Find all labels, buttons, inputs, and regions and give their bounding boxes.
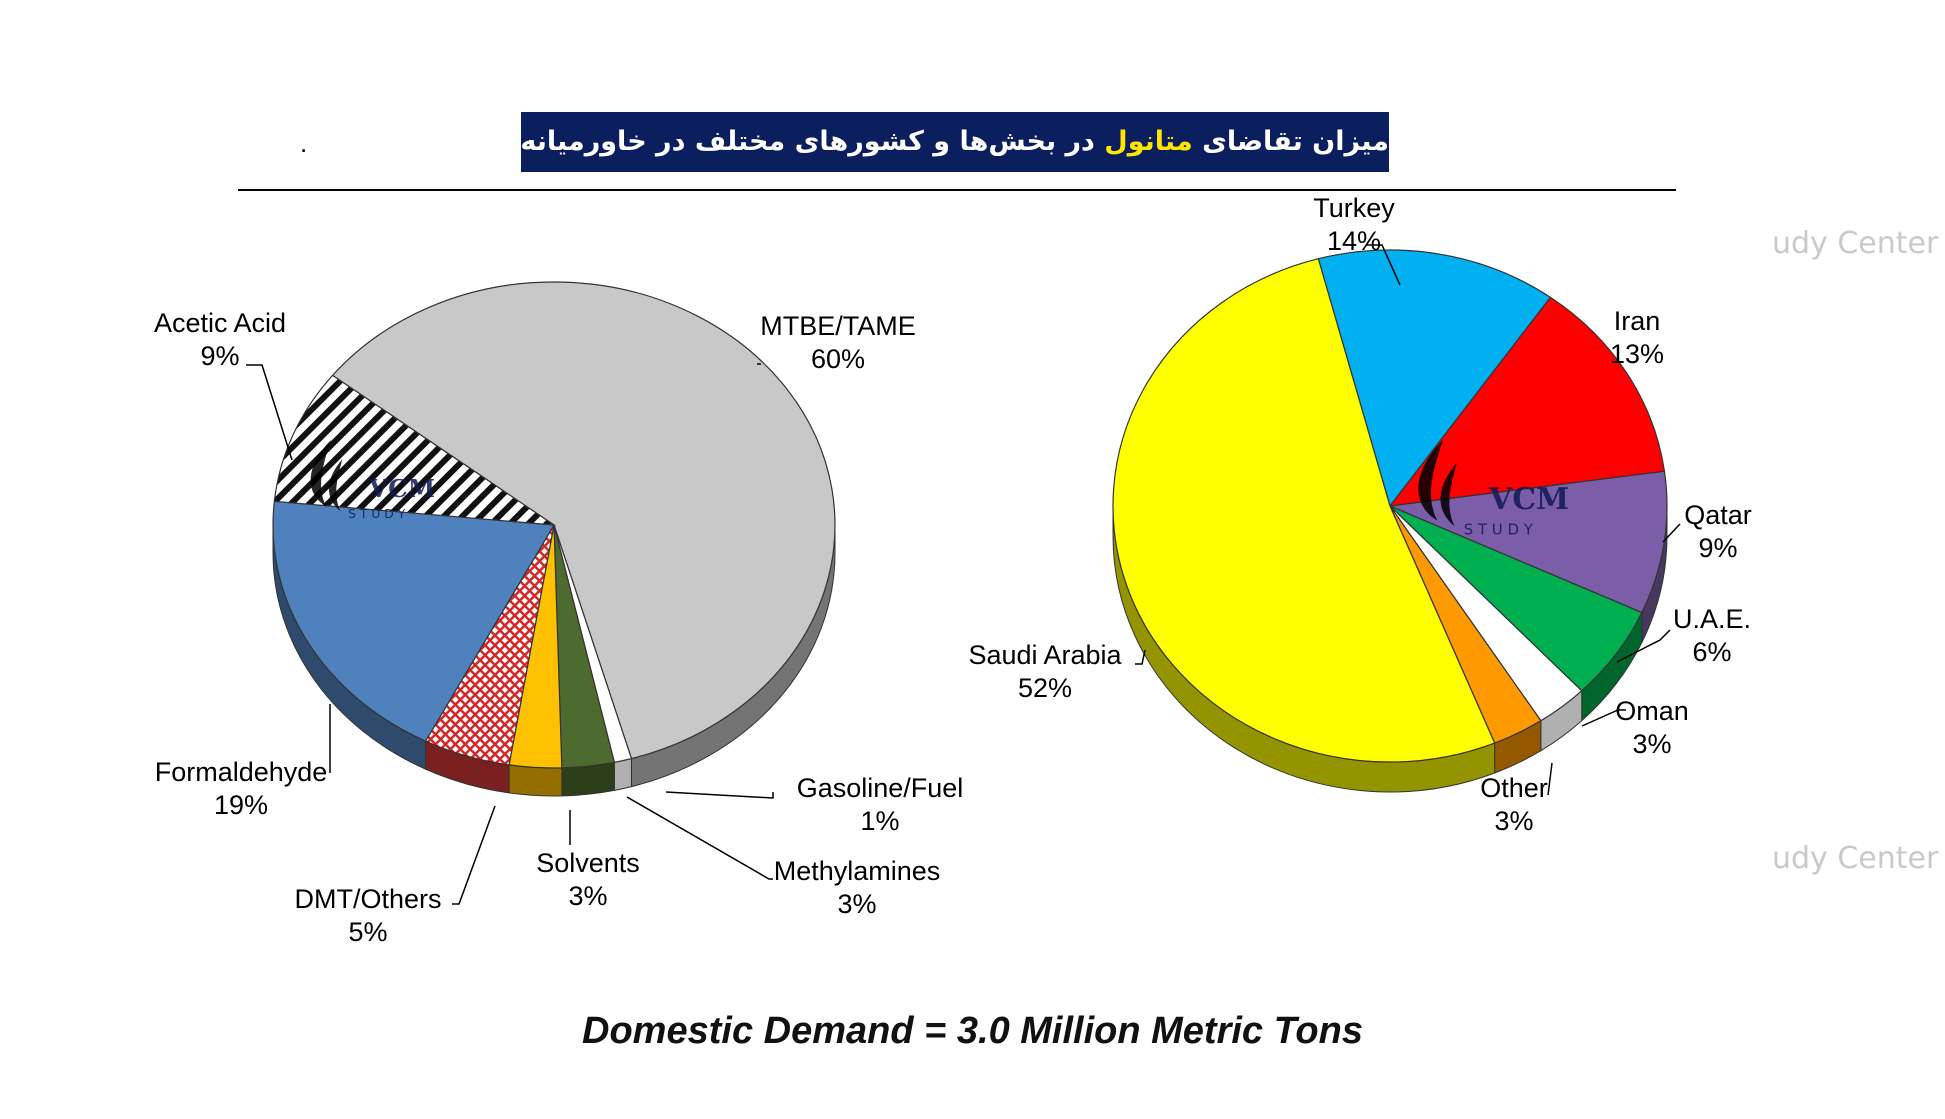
slice-value-oman: 3% [1632, 729, 1671, 759]
pie-slice-acetic-acid [273, 374, 557, 526]
slice-value-acetic-acid: 9% [200, 341, 239, 371]
leader-line-qatar [1662, 523, 1681, 543]
footer-total-demand: Domestic Demand = 3.0 Million Metric Ton… [582, 1010, 1363, 1052]
pie-slice-iran [1388, 296, 1666, 507]
flame-icon [1418, 440, 1443, 521]
pie-slice-qatar [1387, 470, 1668, 614]
country-demand-pie: Turkey14%Iran13%Qatar9%U.A.E.6%Oman3%Oth… [968, 193, 1751, 836]
slice-label-gasoline-fuel: Gasoline/Fuel [797, 773, 964, 803]
slice-label-other: Other [1480, 773, 1548, 803]
slice-label-u-a-e-: U.A.E. [1673, 604, 1751, 634]
slice-value-gasoline-fuel: 1% [860, 806, 899, 836]
leader-line-gasoline-fuel [665, 791, 774, 799]
slice-label-dmt-others: DMT/Others [294, 884, 441, 914]
vcm-logo-left: VCM S T U D Y [310, 440, 435, 521]
flame-icon-inner [1440, 463, 1457, 527]
pie-slice-turkey [1317, 249, 1552, 508]
slice-label-acetic-acid: Acetic Acid [154, 308, 286, 338]
slice-value-mtbe-tame: 60% [811, 344, 865, 374]
slice-label-methylamines: Methylamines [774, 856, 941, 886]
flame-icon [310, 440, 331, 507]
slice-value-dmt-others: 5% [348, 917, 387, 947]
title-divider [238, 189, 1676, 191]
slice-label-solvents: Solvents [536, 848, 640, 878]
leader-line-turkey [1366, 244, 1401, 286]
leader-line-methylamines [626, 796, 773, 880]
slice-value-turkey: 14% [1327, 226, 1381, 256]
pie-side-solvents [508, 764, 563, 797]
sector-demand-pie: MTBE/TAME60%Gasoline/Fuel1%Methylamines3… [154, 281, 964, 947]
leader-line-acetic-acid [246, 364, 293, 461]
slice-label-qatar: Qatar [1684, 500, 1752, 530]
slice-value-formaldehyde: 19% [214, 790, 268, 820]
slice-label-saudi-arabia: Saudi Arabia [968, 640, 1122, 670]
slice-value-saudi-arabia: 52% [1018, 673, 1072, 703]
leader-line-u-a-e- [1616, 629, 1671, 663]
pie-slice-mtbe-tame [331, 281, 836, 760]
title-part1: میزان تقاضای [1202, 126, 1389, 157]
pie-side-gasoline-fuel [613, 757, 632, 791]
logo-subtext: S T U D Y [1464, 520, 1534, 538]
leader-line-oman [1581, 709, 1626, 727]
title-highlight: متانول [1104, 126, 1193, 157]
flame-icon-inner [328, 459, 343, 512]
logo-text: VCM [368, 474, 435, 503]
title-dot: . [300, 128, 308, 158]
pie-slice-formaldehyde [272, 500, 556, 742]
slice-label-turkey: Turkey [1313, 193, 1395, 223]
leader-line-dmt-others [452, 805, 496, 905]
slice-label-mtbe-tame: MTBE/TAME [760, 311, 916, 341]
watermark-text-2: udy Center [1772, 841, 1939, 876]
slice-label-iran: Iran [1614, 306, 1661, 336]
leader-line-other [1547, 762, 1553, 796]
vcm-logo-watermarks: VCM S T U D Y VCM S T U D Y [310, 440, 1569, 538]
slice-value-qatar: 9% [1698, 533, 1737, 563]
logo-text: VCM [1488, 482, 1569, 517]
slice-label-formaldehyde: Formaldehyde [155, 757, 328, 787]
slice-value-methylamines: 3% [837, 889, 876, 919]
pie-slice-saudi-arabia [1112, 258, 1496, 763]
title-part2: در بخش‌ها و کشورهای مختلف در خاورمیانه [520, 126, 1095, 157]
slice-value-iran: 13% [1610, 339, 1664, 369]
page-title: میزان تقاضای متانول در بخش‌ها و کشورهای … [520, 112, 1389, 172]
watermark-text-1: udy Center [1772, 226, 1939, 261]
slice-value-u-a-e-: 6% [1692, 637, 1731, 667]
leader-line-saudi-arabia [1135, 649, 1146, 665]
slice-value-other: 3% [1494, 806, 1533, 836]
vcm-logo-right: VCM S T U D Y [1418, 440, 1569, 538]
logo-subtext: S T U D Y [348, 507, 406, 521]
slice-label-oman: Oman [1615, 696, 1689, 726]
slice-value-solvents: 3% [568, 881, 607, 911]
